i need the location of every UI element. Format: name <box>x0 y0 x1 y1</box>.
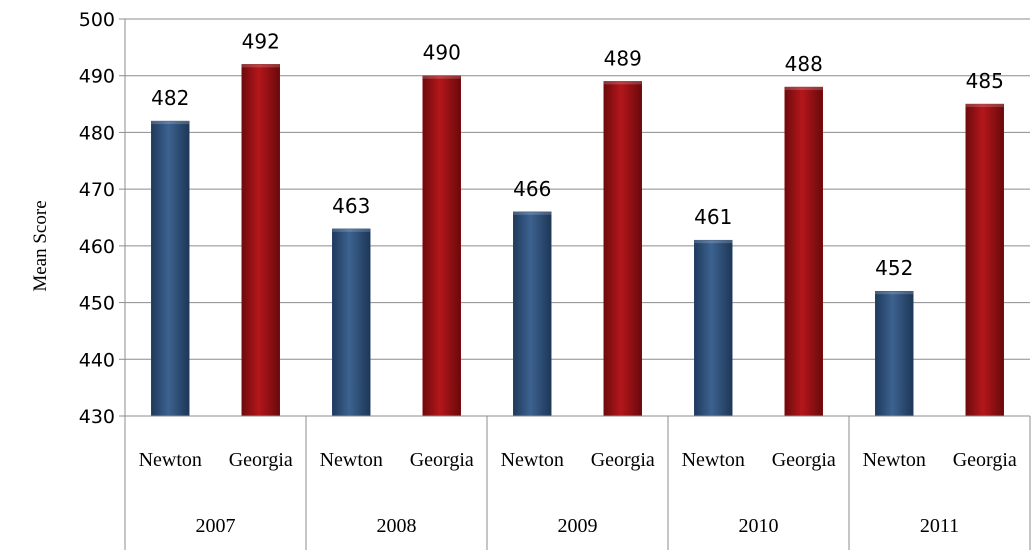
bar-cap <box>332 228 371 232</box>
bar-cap <box>694 240 733 244</box>
subcategory-label: Newton <box>139 449 202 471</box>
subcategory-label: Newton <box>320 449 383 471</box>
group-label: 2008 <box>377 515 417 537</box>
bar-newton-2008 <box>331 228 371 417</box>
subcategory-label: Newton <box>863 449 926 471</box>
subcategory-label: Newton <box>501 449 564 471</box>
bar-cap <box>513 211 552 215</box>
y-tick-label: 500 <box>79 9 115 31</box>
bar-newton-2010 <box>693 239 733 417</box>
bar-cap <box>875 291 914 295</box>
group-label: 2007 <box>196 515 236 537</box>
bar-cap <box>151 121 190 125</box>
y-axis-title: Mean Score <box>30 200 51 291</box>
subcategory-label: Georgia <box>229 449 293 471</box>
bar-georgia-2008 <box>422 75 462 417</box>
y-tick-label: 450 <box>79 293 115 315</box>
category-axis: Newton Georgia 2007 Newton Georgia 2008 Newton… <box>139 416 1031 550</box>
bar-newton-2007 <box>150 120 190 417</box>
data-label: 466 <box>513 177 551 201</box>
subcategory-label: Georgia <box>591 449 655 471</box>
subcategory-label: Newton <box>682 449 745 471</box>
data-label: 452 <box>875 256 913 280</box>
group-label: 2011 <box>920 515 959 537</box>
bars <box>150 64 1005 417</box>
group-label: 2010 <box>739 515 779 537</box>
bar-cap <box>422 75 461 79</box>
subcategory-label: Georgia <box>953 449 1017 471</box>
y-tick-label: 490 <box>79 66 115 88</box>
bar-georgia-2007 <box>241 64 281 417</box>
data-label: 461 <box>694 205 732 229</box>
bar-cap <box>784 87 823 91</box>
y-tick-label: 460 <box>79 236 115 258</box>
subcategory-label: Georgia <box>410 449 474 471</box>
group-label: 2009 <box>558 515 598 537</box>
y-tick-label: 430 <box>79 406 115 428</box>
y-tick-label: 470 <box>79 179 115 201</box>
data-label: 463 <box>332 194 370 218</box>
data-label: 485 <box>966 69 1004 93</box>
data-labels: 482 492 463 490 466 489 461 488 452 485 <box>151 29 1004 280</box>
y-tick-label: 480 <box>79 122 115 144</box>
data-label: 492 <box>242 29 280 53</box>
bar-georgia-2009 <box>603 81 643 417</box>
bar-cap <box>241 64 280 68</box>
bar-cap <box>965 104 1004 108</box>
y-tick-label: 440 <box>79 349 115 371</box>
data-label: 490 <box>423 41 461 65</box>
bar-newton-2011 <box>874 290 914 417</box>
bar-cap <box>603 81 642 85</box>
bar-georgia-2011 <box>965 103 1005 417</box>
subcategory-label: Georgia <box>772 449 836 471</box>
data-label: 488 <box>785 52 823 76</box>
data-label: 482 <box>151 86 189 110</box>
axes: 430 440 450 460 470 480 490 500 <box>79 9 1030 550</box>
bar-newton-2009 <box>512 211 552 417</box>
bar-georgia-2010 <box>784 86 824 417</box>
data-label: 489 <box>604 46 642 70</box>
